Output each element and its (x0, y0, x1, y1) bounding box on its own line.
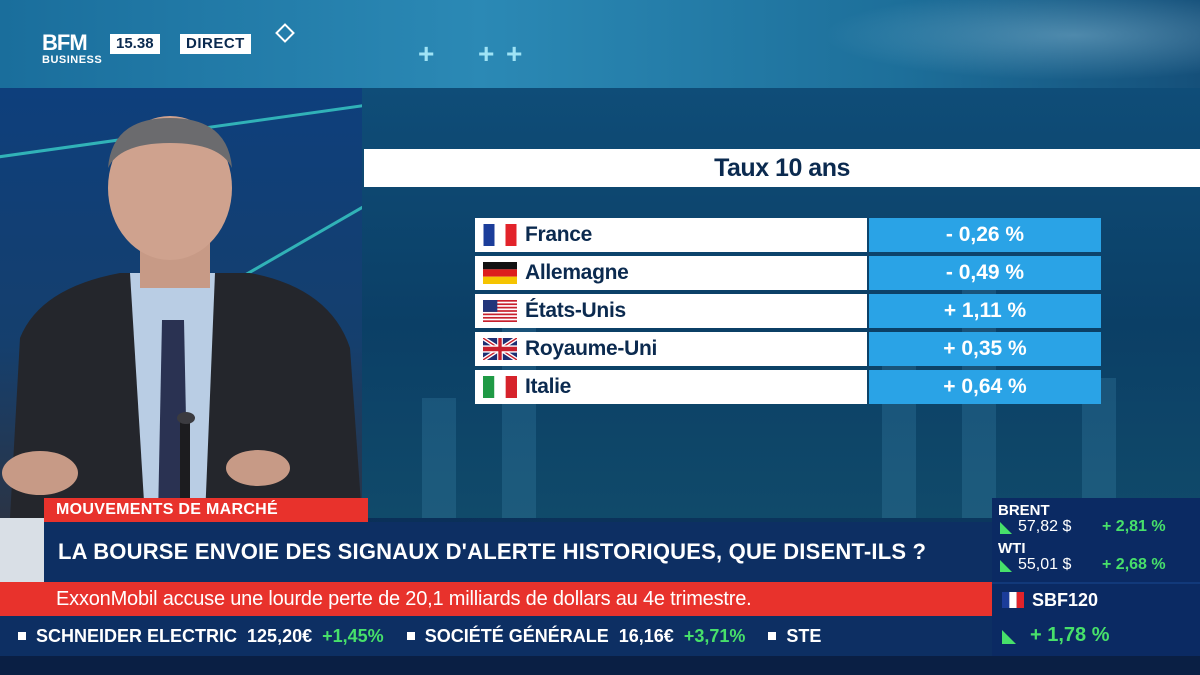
flag-usa-icon (483, 300, 517, 322)
headline: LA BOURSE ENVOIE DES SIGNAUX D'ALERTE HI… (44, 522, 992, 582)
flag-germany-icon (483, 262, 517, 284)
logo-subtext: BUSINESS (42, 54, 103, 66)
logo-text: BFM (42, 30, 88, 55)
brent-label: BRENT (998, 502, 1050, 519)
rate-row: France - 0,26 % (475, 218, 1101, 252)
rate-country-cell: Royaume-Uni (475, 332, 867, 366)
ticker-stock-name: SOCIÉTÉ GÉNÉRALE (424, 626, 609, 646)
ticker-stock-name: SCHNEIDER ELECTRIC (36, 626, 238, 646)
flag-uk-icon (483, 338, 517, 360)
index-row (992, 582, 1200, 616)
plus-decoration-icon: + (418, 38, 435, 69)
rate-country-cell: France (475, 218, 867, 252)
market-box: BRENT 57,82 $ + 2,81 % WTI 55,01 $ + 2,6… (992, 498, 1200, 656)
ticker-stock-change: +1,45% (322, 626, 384, 646)
brent-value: 57,82 $ (1018, 518, 1072, 535)
country-label: Allemagne (525, 261, 629, 284)
rate-value: - 0,49 % (869, 256, 1101, 290)
rate-country-cell: Allemagne (475, 256, 867, 290)
plus-decoration-icon: + (478, 38, 495, 69)
rate-row: Royaume-Uni + 0,35 % (475, 332, 1101, 366)
country-label: Royaume-Uni (525, 337, 658, 360)
wti-value: 55,01 $ (1018, 556, 1072, 573)
country-label: Italie (525, 375, 572, 398)
stock-ticker: SCHNEIDER ELECTRIC 125,20€ +1,45% SOCIÉT… (0, 616, 992, 656)
index-change: + 1,78 % (1030, 624, 1110, 646)
news-crawl: ExxonMobil accuse une lourde perte de 20… (0, 582, 992, 616)
ticker-bottom-band (0, 656, 1200, 675)
ticker-separator-icon (18, 632, 26, 641)
flag-france-icon (483, 224, 517, 246)
decor-bar (422, 398, 456, 518)
flag-italy-icon (483, 376, 517, 398)
rate-row: États-Unis + 1,11 % (475, 294, 1101, 328)
up-arrow-icon (1002, 630, 1016, 644)
rate-country-cell: Italie (475, 370, 867, 404)
lower-third-edge (0, 518, 44, 582)
ticker-separator-icon (406, 632, 415, 641)
world-map-decoration (780, 0, 1200, 88)
graphic-title: Taux 10 ans (364, 149, 1200, 187)
section-tag: MOUVEMENTS DE MARCHÉ (44, 498, 368, 522)
presenter-image (2, 116, 362, 518)
up-arrow-icon (1000, 560, 1012, 572)
plus-decoration-icon: + (506, 38, 523, 69)
rate-country-cell: États-Unis (475, 294, 867, 328)
ticker-stock-name: STE (786, 626, 822, 646)
country-label: France (525, 223, 593, 246)
rates-table: France - 0,26 % Allemagne - 0,49 % (475, 218, 1101, 408)
ticker-stock-price: 16,16€ (618, 626, 674, 646)
clock: 15.38 (110, 34, 160, 54)
rate-value: + 1,11 % (869, 294, 1101, 328)
wti-label: WTI (998, 540, 1026, 557)
wti-change: + 2,68 % (1102, 556, 1166, 573)
ticker-separator-icon (768, 632, 777, 641)
up-arrow-icon (1000, 522, 1012, 534)
ticker-stock-price: 125,20€ (247, 626, 313, 646)
live-badge: DIRECT (180, 34, 251, 54)
country-label: États-Unis (525, 299, 626, 322)
index-label: SBF120 (1032, 590, 1099, 610)
rate-value: + 0,64 % (869, 370, 1101, 404)
brent-change: + 2,81 % (1102, 518, 1166, 535)
channel-logo: BFM BUSINESS (42, 32, 106, 74)
rate-row: Italie + 0,64 % (475, 370, 1101, 404)
rate-value: + 0,35 % (869, 332, 1101, 366)
rate-value: - 0,26 % (869, 218, 1101, 252)
rate-row: Allemagne - 0,49 % (475, 256, 1101, 290)
ticker-stock-change: +3,71% (683, 626, 746, 646)
flag-france-icon (1002, 592, 1024, 608)
